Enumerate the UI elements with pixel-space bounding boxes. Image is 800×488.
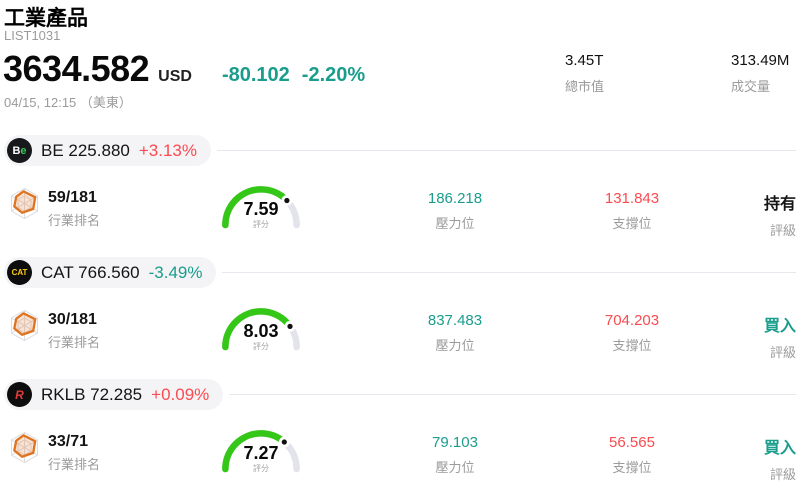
change-value: -80.102 [221,64,290,86]
score-gauge: 7.59 評分 [216,180,306,232]
score-value: 8.03 [243,321,279,341]
stock-pill-line: CAT CAT 766.560 -3.49% [4,257,796,288]
radar-chart-icon[interactable] [8,431,41,464]
rank-label: 行業排名 [48,457,101,472]
resistance-col: 837.483 壓力位 [375,312,535,354]
support-value: 704.203 [604,312,660,329]
score-value: 7.59 [243,199,279,219]
stock-row-cat: CAT CAT 766.560 -3.49% 30/181 行業排名 [0,257,800,379]
support-value: 56.565 [609,434,655,451]
score-value: 7.27 [243,443,279,463]
rating-col: 買入 評級 [676,312,796,361]
stock-logo: CAT [7,260,32,285]
ticker-change: -3.49% [148,262,203,282]
row-divider [222,272,796,273]
stat-volume: 313.49M 成交量 [731,52,789,95]
resistance-value: 837.483 [427,312,483,329]
radar-chart-icon[interactable] [8,187,41,220]
score-label: 評分 [253,464,269,473]
rating-value: 買入 [763,318,796,335]
ticker-price: CAT 766.560 [41,262,140,282]
resistance-label: 壓力位 [435,338,475,353]
rating-col: 買入 評級 [676,434,796,483]
support-col: 704.203 支撐位 [552,312,712,354]
change-percent: -2.20% [301,64,366,86]
resistance-label: 壓力位 [435,460,475,475]
stock-pill[interactable]: R RKLB 72.285 +0.09% [4,379,224,410]
stock-pill[interactable]: CAT CAT 766.560 -3.49% [4,257,217,288]
support-label: 支撐位 [612,460,652,475]
rank-label: 行業排名 [48,213,101,228]
rank-value: 59/181 [48,189,97,206]
rating-label: 評級 [769,223,796,238]
radar-chart-icon[interactable] [8,309,41,342]
ticker-change: +0.09% [151,384,210,404]
page-title: 工業產品 [4,7,88,30]
support-label: 支撐位 [612,338,652,353]
stock-logo: R [7,382,32,407]
industry-rank: 59/181 行業排名 [48,189,100,229]
currency-label: USD [158,68,192,85]
index-price-row: 3634.582 USD -80.102 -2.20% [3,48,365,90]
score-label: 評分 [253,220,269,229]
volume-value: 313.49M [731,52,790,69]
rank-value: 33/71 [48,433,89,450]
support-col: 56.565 支撐位 [552,434,712,476]
resistance-label: 壓力位 [435,216,475,231]
resistance-value: 186.218 [427,190,483,207]
index-price: 3634.582 [3,48,150,89]
support-col: 131.843 支撐位 [552,190,712,232]
resistance-col: 79.103 壓力位 [375,434,535,476]
market-cap-value: 3.45T [565,52,604,69]
stock-pill-line: R RKLB 72.285 +0.09% [4,379,796,410]
rating-value: 持有 [763,196,796,213]
header: 工業產品 LIST1031 3634.582 USD -80.102 -2.20%… [0,0,800,120]
rank-value: 30/181 [48,311,97,328]
ticker-change: +3.13% [138,140,197,160]
rating-label: 評級 [769,467,796,482]
score-gauge: 8.03 評分 [216,302,306,354]
volume-label: 成交量 [731,79,771,94]
stock-row-rklb: R RKLB 72.285 +0.09% 33/71 行業排名 [0,379,800,488]
score-gauge: 7.27 評分 [216,424,306,476]
rating-col: 持有 評級 [676,190,796,239]
rank-label: 行業排名 [48,335,101,350]
ticker-price: BE 225.880 [41,140,130,160]
ticker-price: RKLB 72.285 [41,384,143,404]
resistance-value: 79.103 [432,434,478,451]
industry-rank: 30/181 行業排名 [48,311,100,351]
list-id: LIST1031 [4,28,61,43]
row-divider [229,394,796,395]
index-change: -80.102 -2.20% [222,64,365,87]
row-divider [217,150,796,151]
stat-market-cap: 3.45T 總市值 [565,52,604,95]
resistance-col: 186.218 壓力位 [375,190,535,232]
support-label: 支撐位 [612,216,652,231]
market-cap-label: 總市值 [565,79,605,94]
score-label: 評分 [253,342,269,351]
rating-value: 買入 [763,440,796,457]
industry-rank: 33/71 行業排名 [48,433,100,473]
rating-label: 評級 [769,345,796,360]
support-value: 131.843 [604,190,660,207]
quote-timestamp: 04/15, 12:15 （美東） [4,95,132,110]
